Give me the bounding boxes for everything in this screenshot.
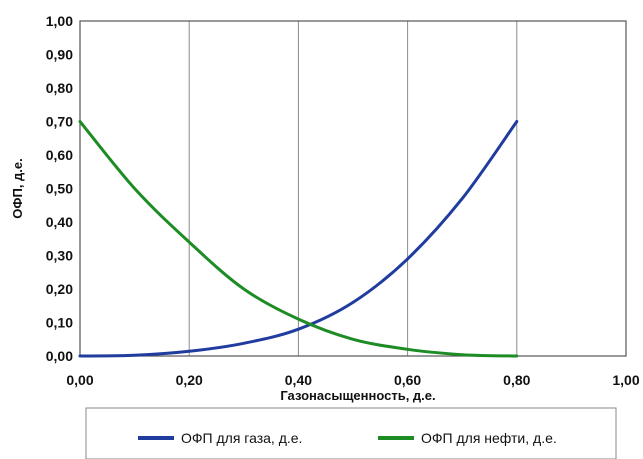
y-tick-label: 0,50 [46, 181, 73, 197]
plot-area [79, 20, 627, 357]
legend-label-gas: ОФП для газа, д.е. [181, 430, 302, 446]
y-tick-label: 0,20 [46, 281, 73, 297]
x-tick-label: 0,20 [176, 372, 203, 388]
x-tick-label: 0,40 [285, 372, 312, 388]
series-line-oil [78, 120, 519, 358]
gridlines [188, 21, 518, 356]
y-axis-title: ОФП, д.е. [10, 158, 25, 218]
y-axis-tick-labels: 0,00 0,10 0,20 0,30 0,40 0,50 0,60 0,70 0,80 0,90… [46, 13, 73, 364]
x-axis-title: Газонасыщенность, д.е. [280, 388, 435, 403]
legend: ОФП для газа, д.е. ОФП для нефти, д.е. [85, 407, 617, 459]
x-axis-tick-labels: 0,00 0,20 0,40 0,60 0,80 1,00 [66, 372, 639, 388]
x-tick-label: 0,00 [66, 372, 93, 388]
y-tick-label: 0,30 [46, 248, 73, 264]
x-tick-label: 0,80 [503, 372, 530, 388]
x-tick-label: 1,00 [612, 372, 639, 388]
y-tick-label: 0,80 [46, 80, 73, 96]
x-tick-label: 0,60 [394, 372, 421, 388]
y-tick-label: 1,00 [46, 13, 73, 29]
legend-box [85, 407, 617, 459]
y-tick-label: 0,40 [46, 214, 73, 230]
legend-label-oil: ОФП для нефти, д.е. [421, 430, 557, 446]
y-tick-label: 0,70 [46, 114, 73, 130]
y-tick-label: 0,60 [46, 147, 73, 163]
y-tick-label: 0,10 [46, 315, 73, 331]
y-tick-label: 0,00 [46, 348, 73, 364]
y-tick-label: 0,90 [46, 47, 73, 63]
series-lines [78, 120, 519, 358]
plot-area-border [79, 20, 627, 357]
